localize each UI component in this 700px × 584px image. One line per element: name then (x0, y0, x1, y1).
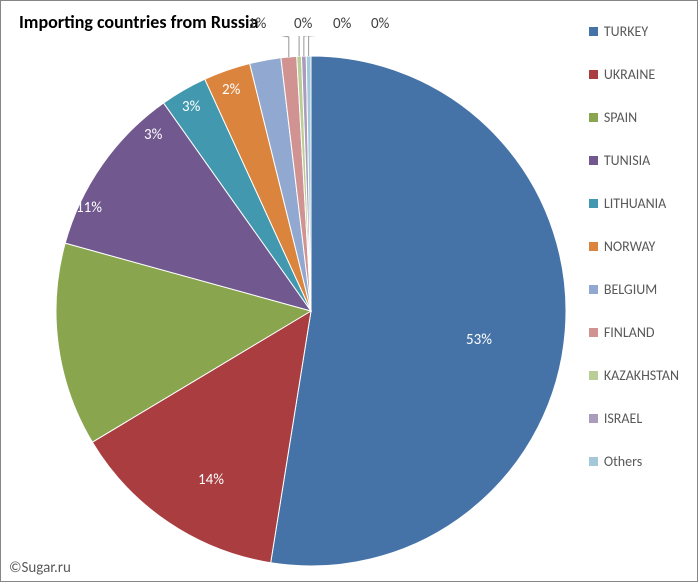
legend-item: TUNISIA (589, 152, 679, 169)
legend-label: SPAIN (604, 109, 637, 126)
slice-label: 14% (198, 471, 224, 489)
legend-item: TURKEY (589, 23, 679, 40)
chart-title: Importing countries from Russia (19, 11, 258, 33)
slice-label: 0% (333, 15, 351, 33)
legend-swatch (589, 113, 598, 122)
slice-label: 3% (144, 126, 162, 144)
legend-label: FINLAND (604, 324, 655, 341)
slice-label: 0% (371, 15, 389, 33)
legend-label: NORWAY (604, 238, 656, 255)
legend-swatch (589, 371, 598, 380)
legend-label: KAZAKHSTAN (604, 367, 679, 384)
legend: TURKEY UKRAINE SPAIN TUNISIA LITHUANIA NORWAY… (589, 23, 679, 496)
slice-label: 11% (76, 199, 102, 217)
legend-label: Others (604, 453, 642, 470)
pie-chart (26, 36, 586, 581)
legend-label: TUNISIA (604, 152, 650, 169)
leader-line (304, 36, 343, 56)
legend-item: LITHUANIA (589, 195, 679, 212)
legend-swatch (589, 27, 598, 36)
legend-swatch (589, 242, 598, 251)
legend-swatch (589, 457, 598, 466)
slice-label: 53% (466, 331, 492, 349)
legend-item: KAZAKHSTAN (589, 367, 679, 384)
slice-label: 2% (222, 81, 240, 99)
chart-frame: Importing countries from Russia TURKEY UK… (0, 0, 698, 582)
legend-item: NORWAY (589, 238, 679, 255)
slice-label: 1% (248, 15, 266, 33)
legend-label: BELGIUM (604, 281, 657, 298)
slice-label: 0% (294, 15, 312, 33)
legend-item: Others (589, 453, 679, 470)
legend-item: ISRAEL (589, 410, 679, 427)
legend-item: UKRAINE (589, 66, 679, 83)
legend-label: UKRAINE (604, 66, 655, 83)
legend-swatch (589, 328, 598, 337)
legend-swatch (589, 285, 598, 294)
legend-label: ISRAEL (604, 410, 642, 427)
legend-swatch (589, 70, 598, 79)
legend-swatch (589, 156, 598, 165)
legend-label: LITHUANIA (604, 195, 666, 212)
leader-line (309, 36, 381, 56)
copyright: ©Sugar.ru (9, 559, 71, 577)
pie-slice (271, 56, 566, 566)
legend-item: FINLAND (589, 324, 679, 341)
legend-swatch (589, 199, 598, 208)
slice-label: 3% (182, 98, 200, 116)
leader-line (299, 36, 304, 56)
legend-swatch (589, 414, 598, 423)
slice-label: 13% (27, 329, 53, 347)
leader-line (258, 36, 289, 57)
legend-label: TURKEY (604, 23, 648, 40)
legend-item: BELGIUM (589, 281, 679, 298)
legend-item: SPAIN (589, 109, 679, 126)
